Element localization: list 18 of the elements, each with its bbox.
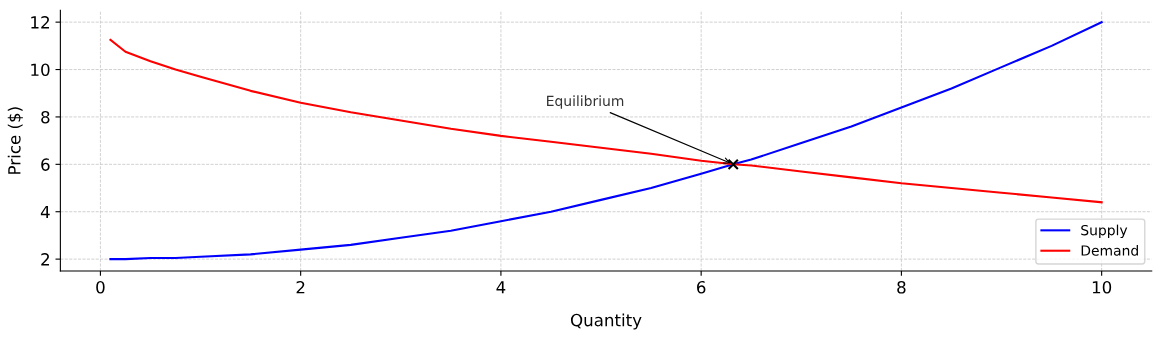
x-tick-label: 10 bbox=[1092, 280, 1112, 294]
x-axis-title: Quantity bbox=[570, 313, 642, 330]
x-tick-label: 2 bbox=[296, 280, 305, 294]
x-tick-label: 6 bbox=[697, 280, 706, 294]
legend-label: Demand bbox=[1081, 245, 1138, 256]
annotation: Equilibrium bbox=[547, 95, 624, 109]
y-tick-label: 12 bbox=[31, 16, 49, 29]
y-axis-title: Price ($) bbox=[7, 107, 23, 174]
x-tick-label: 0 bbox=[96, 280, 105, 294]
y-tick-label: 2 bbox=[41, 253, 49, 266]
line-series bbox=[109, 38, 1103, 204]
y-tick-label: 10 bbox=[31, 63, 50, 77]
x-tick-label: 8 bbox=[897, 280, 906, 294]
y-tick-label: 6 bbox=[41, 158, 50, 171]
y-tick-label: 4 bbox=[40, 205, 50, 219]
x-tick-label: 4 bbox=[496, 281, 506, 294]
y-tick-label: 8 bbox=[41, 110, 50, 124]
legend-label: Supply bbox=[1081, 224, 1128, 239]
